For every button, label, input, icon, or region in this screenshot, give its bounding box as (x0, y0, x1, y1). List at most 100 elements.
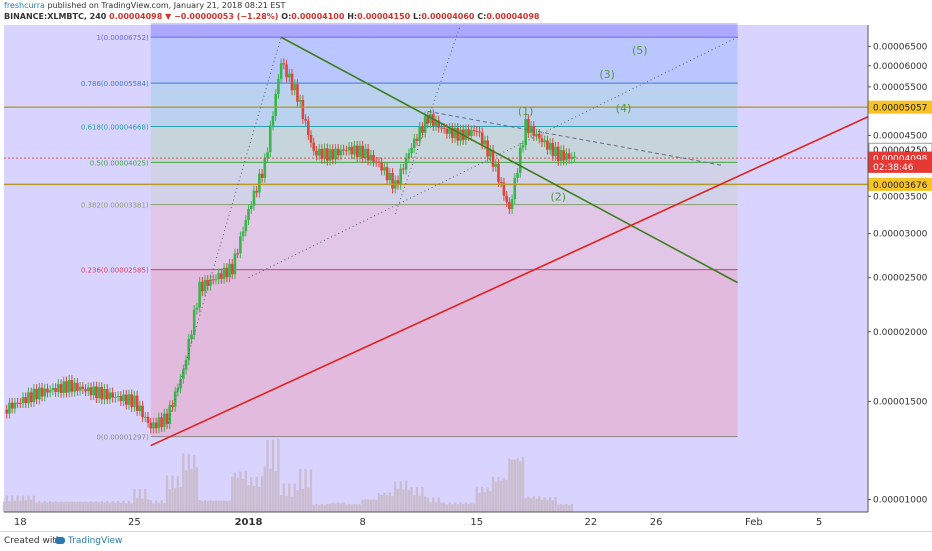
candle-body (277, 78, 280, 95)
candle-body (122, 394, 125, 402)
volume-bar (394, 481, 397, 512)
candle-body (364, 148, 367, 159)
chart-header: freshcurra published on TradingView.com,… (0, 0, 932, 24)
volume-bar (500, 480, 503, 512)
candle-body (268, 125, 272, 153)
volume-bar (407, 490, 411, 512)
candle-body (263, 158, 267, 178)
volume-bar (138, 489, 142, 512)
time-axis (4, 512, 868, 531)
candle-body (355, 145, 359, 158)
volume-bar (144, 489, 147, 512)
candle-body (249, 205, 253, 210)
volume-bar (543, 497, 546, 512)
volume-bar (228, 500, 231, 512)
candle-body (233, 253, 237, 275)
volume-bar (513, 459, 516, 512)
candle-body (499, 181, 503, 183)
candle-body (86, 387, 90, 392)
candle-body (97, 386, 101, 399)
candle-body (524, 119, 527, 146)
volume-bar (328, 503, 332, 512)
volume-bar (396, 488, 400, 512)
volume-bar (336, 502, 340, 512)
candle-body (239, 236, 242, 254)
volume-bar (445, 504, 449, 512)
candle-body (361, 145, 364, 159)
candle-body (119, 395, 123, 402)
publisher-name[interactable]: freshcurra (4, 1, 45, 10)
candle-body (567, 153, 571, 159)
volume-bar (559, 504, 563, 512)
volume-bar (546, 499, 549, 512)
trendline-upper[interactable] (280, 36, 738, 284)
candle-body (19, 402, 22, 404)
price-tick-label: 0.00001500 (873, 397, 928, 407)
volume-bar (377, 493, 381, 512)
volume-bar (62, 502, 65, 512)
ohlc-close-label: C: (477, 12, 487, 21)
symbol-label: BINANCE:XLMBTC, 240 (4, 12, 107, 21)
candle-body (32, 388, 36, 403)
candle-body (206, 280, 210, 286)
candle-body (100, 386, 104, 400)
price-axis (868, 25, 932, 512)
candle-body (369, 154, 373, 161)
volume-bar (562, 504, 565, 512)
ohlc-high-value: 0.00004150 (357, 12, 411, 21)
volume-bar (304, 468, 307, 512)
price-label-text: 0.00004098 (873, 155, 928, 165)
projection-dotted-line (394, 24, 461, 215)
candle-body (315, 150, 318, 156)
candle-body (163, 413, 166, 427)
fib-level-label: 0.618(0.00004668) (81, 124, 149, 132)
candle-body (146, 416, 150, 423)
candle-body (440, 127, 443, 129)
volume-bar (8, 501, 11, 512)
candle-body (366, 148, 370, 161)
candle-body (95, 386, 98, 399)
fib-zone (150, 204, 738, 270)
candle-body (38, 387, 41, 400)
candle-body (16, 402, 19, 404)
volume-bar (73, 501, 76, 512)
volume-bar (157, 503, 161, 512)
volume-bar (40, 502, 44, 512)
candle-body (24, 397, 28, 404)
candle-body (27, 392, 30, 404)
volume-bar (434, 502, 438, 512)
candle-body (192, 309, 196, 335)
candle-body (258, 173, 261, 193)
volume-bar (350, 504, 353, 512)
candle-body (190, 334, 193, 340)
candle-body (35, 388, 38, 400)
trendline-dashed[interactable] (427, 110, 722, 166)
ohlc-high-label: H: (347, 12, 358, 21)
price-label-text: 0.00004250 (873, 146, 928, 156)
volume-bar (505, 479, 508, 512)
candle-body (293, 84, 297, 91)
volume-bar (383, 492, 386, 512)
volume-bar (92, 502, 95, 512)
tradingview-logo[interactable]: TradingView (55, 536, 122, 546)
volume-bar (84, 501, 87, 512)
trendline-lower[interactable] (150, 116, 869, 447)
volume-bar (364, 499, 367, 512)
volume-bar (548, 497, 552, 512)
volume-bar (483, 492, 487, 512)
volume-bar (375, 499, 378, 512)
candle-body (527, 119, 530, 133)
candle-body (407, 153, 411, 158)
candle-body (165, 413, 169, 425)
volume-bar (279, 495, 283, 512)
candle-body (320, 148, 324, 159)
candle-body (464, 129, 468, 140)
wave-label: (1) (518, 105, 534, 118)
volume-bar (413, 495, 416, 512)
volume-bar (293, 483, 296, 512)
candle-body (404, 157, 408, 170)
volume-bar (87, 502, 90, 512)
price-tick-label: 0.00001000 (873, 496, 928, 506)
volume-bar (13, 500, 17, 512)
